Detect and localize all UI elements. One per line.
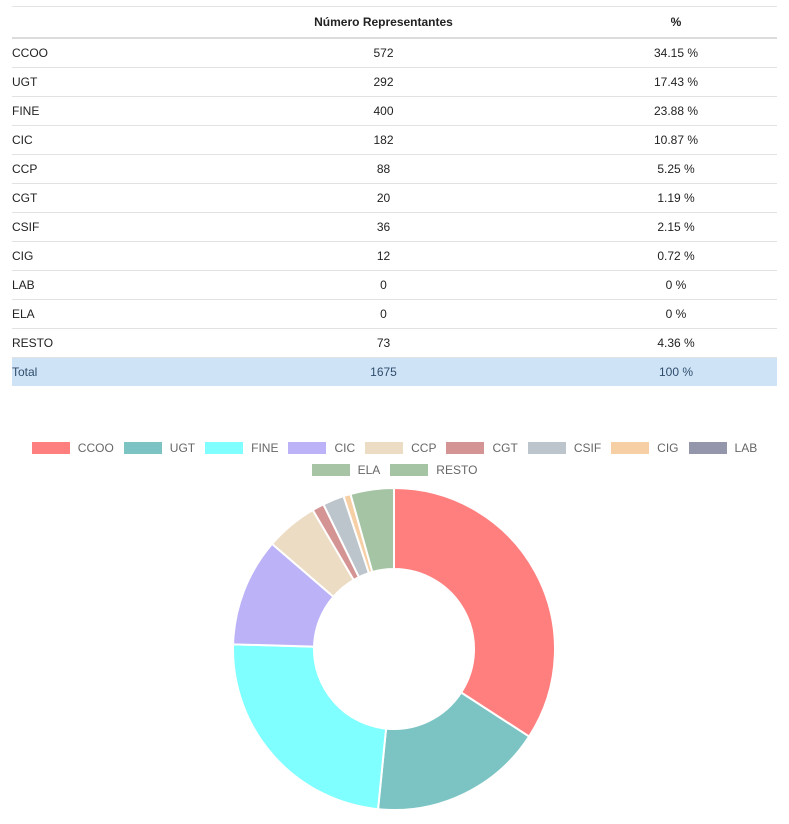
legend-item-ccp[interactable]: CCP — [365, 437, 436, 459]
table-row: CCP 88 5.25 % — [12, 154, 777, 184]
row-percent: 10.87 % — [575, 125, 777, 155]
legend-label: CCP — [411, 441, 437, 455]
legend-label: FINE — [251, 441, 279, 455]
table-row: RESTO 73 4.36 % — [12, 328, 777, 358]
table-row: ELA 0 0 % — [12, 299, 777, 329]
row-percent: 34.15 % — [575, 38, 777, 68]
legend-row-1: CCOO UGT FINE CIC CCP CGT CSIF CIG LAB — [0, 437, 789, 459]
header-party — [12, 6, 192, 39]
row-party: RESTO — [12, 328, 192, 358]
legend-row-2: ELA RESTO — [0, 459, 789, 481]
legend-swatch — [390, 464, 429, 476]
legend-swatch — [288, 442, 327, 454]
row-count: 0 — [192, 270, 575, 300]
row-count: 12 — [192, 241, 575, 271]
legend-swatch — [123, 442, 162, 454]
legend-label: LAB — [734, 441, 758, 455]
row-percent: 23.88 % — [575, 96, 777, 126]
row-party: FINE — [12, 96, 192, 126]
legend-label: CIG — [657, 441, 679, 455]
slice-fine[interactable] — [232, 643, 388, 811]
legend-swatch — [311, 464, 350, 476]
row-percent: 0 % — [575, 299, 777, 329]
legend-item-ela[interactable]: ELA — [311, 459, 381, 481]
table-row: CCOO 572 34.15 % — [12, 38, 777, 68]
legend-label: CSIF — [573, 441, 602, 455]
row-count: 36 — [192, 212, 575, 242]
row-party: LAB — [12, 270, 192, 300]
legend-label: ELA — [357, 463, 381, 477]
table-row: LAB 0 0 % — [12, 270, 777, 300]
row-party: CCP — [12, 154, 192, 184]
legend-item-resto[interactable]: RESTO — [390, 459, 477, 481]
legend-swatch — [527, 442, 566, 454]
row-percent: 4.36 % — [575, 328, 777, 358]
legend-label: CCOO — [77, 441, 114, 455]
table-row: CIG 12 0.72 % — [12, 241, 777, 271]
total-percent: 100 % — [575, 357, 777, 386]
row-count: 0 — [192, 299, 575, 329]
table-row: CSIF 36 2.15 % — [12, 212, 777, 242]
row-party: CCOO — [12, 38, 192, 68]
legend-item-cgt[interactable]: CGT — [446, 437, 518, 459]
row-count: 400 — [192, 96, 575, 126]
table-row: FINE 400 23.88 % — [12, 96, 777, 126]
legend-label: UGT — [169, 441, 196, 455]
row-count: 292 — [192, 67, 575, 97]
slice-resto[interactable] — [349, 486, 395, 574]
table-row: CIC 182 10.87 % — [12, 125, 777, 155]
legend-swatch — [205, 442, 244, 454]
legend-swatch — [688, 442, 727, 454]
table-header-row: Número Representantes % — [12, 6, 777, 39]
legend-swatch — [446, 442, 485, 454]
header-percent: % — [575, 6, 777, 39]
legend-item-cig[interactable]: CIG — [611, 437, 679, 459]
row-party: CSIF — [12, 212, 192, 242]
legend-item-lab[interactable]: LAB — [688, 437, 758, 459]
legend-item-csif[interactable]: CSIF — [527, 437, 602, 459]
total-label: Total — [12, 357, 192, 386]
legend-item-fine[interactable]: FINE — [205, 437, 278, 459]
table-row: UGT 292 17.43 % — [12, 67, 777, 97]
row-count: 572 — [192, 38, 575, 68]
row-count: 20 — [192, 183, 575, 213]
slice-ugt[interactable] — [376, 691, 531, 811]
row-party: CGT — [12, 183, 192, 213]
row-count: 182 — [192, 125, 575, 155]
legend-item-ugt[interactable]: UGT — [123, 437, 196, 459]
row-count: 88 — [192, 154, 575, 184]
row-party: ELA — [12, 299, 192, 329]
header-representatives: Número Representantes — [192, 6, 575, 39]
row-party: CIC — [12, 125, 192, 155]
row-count: 73 — [192, 328, 575, 358]
row-party: UGT — [12, 67, 192, 97]
legend-swatch — [365, 442, 404, 454]
legend-item-ccoo[interactable]: CCOO — [31, 437, 114, 459]
row-percent: 1.19 % — [575, 183, 777, 213]
legend-label: CGT — [492, 441, 518, 455]
legend-item-cic[interactable]: CIC — [288, 437, 355, 459]
legend-swatch — [31, 442, 70, 454]
row-party: CIG — [12, 241, 192, 271]
row-percent: 0.72 % — [575, 241, 777, 271]
total-row: Total 1675 100 % — [12, 357, 777, 386]
legend-swatch — [611, 442, 650, 454]
results-table: Número Representantes % CCOO 572 34.15 % U… — [12, 6, 777, 386]
total-count: 1675 — [192, 357, 575, 386]
slice-ccoo[interactable] — [393, 486, 556, 738]
row-percent: 0 % — [575, 270, 777, 300]
legend-label: CIC — [334, 441, 356, 455]
row-percent: 17.43 % — [575, 67, 777, 97]
table-row: CGT 20 1.19 % — [12, 183, 777, 213]
legend-label: RESTO — [436, 463, 478, 477]
row-percent: 5.25 % — [575, 154, 777, 184]
row-percent: 2.15 % — [575, 212, 777, 242]
chart-legend: CCOO UGT FINE CIC CCP CGT CSIF CIG LAB E… — [0, 437, 789, 481]
